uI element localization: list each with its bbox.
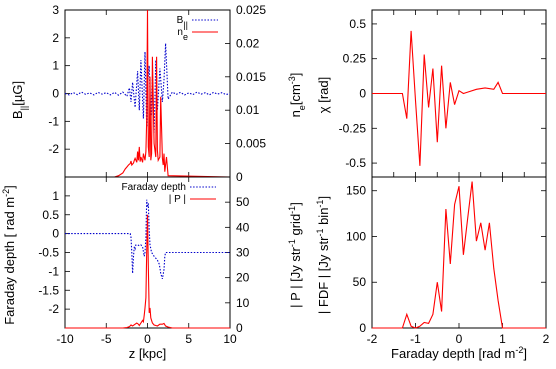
y-tick-label-right: 20 [236,271,250,285]
y-tick-label: 0 [359,321,366,335]
y-tick-label-left: 1 [52,59,59,73]
x-tick-label: 1 [499,332,506,346]
x-tick-label: 0 [456,332,463,346]
legend-label-ne-part-1: e [183,32,188,42]
y-tick-label: 0 [359,87,366,101]
legend-label-p: | P | [169,194,186,205]
y-axis-label: | FDF | [Jy str-1 bin-1] [315,196,331,314]
x-tick-label: 5 [185,332,192,346]
x-axis-label: z [kpc] [129,346,167,361]
series-polarized-intensity [65,214,230,329]
panel-top-right: -0.5 -0.25 0 0.25 0.5 χ [rad] [316,9,547,178]
y-axis-label-right-part-4: ] [288,73,303,77]
y-axis-label-left: Faraday depth [ rad m-2] [1,185,17,325]
y-tick-label-left: 0.5 [42,208,59,222]
x-axis-label-part-0: Faraday depth [rad m [391,346,515,361]
y-tick-label-left: -1 [48,114,59,128]
y-tick-label-right: 0.005 [236,137,266,151]
plot-frame [64,176,231,329]
y-tick-label: 50 [353,275,367,289]
legend-label-b-parallel: B|| [177,15,188,30]
y-axis-label-right-part-2: [cm [288,84,303,105]
panel-top-left: -2-1012300.0050.010.0150.020.025B||[µG]n… [10,3,307,184]
series-chi [372,30,546,166]
y-tick-label-left: -1 [48,264,59,278]
y-axis-label-right: ne[cm-3] [287,73,307,118]
y-axis-label-part-2: bin [316,208,331,229]
y-tick-label-right: 50 [236,195,250,209]
y-tick-label-left: 0 [52,227,59,241]
x-tick-label: 0 [144,332,151,346]
x-tick-label: -10 [56,332,74,346]
x-tick-label: -1 [410,332,421,346]
y-axis-label-part-3: -1 [315,200,325,208]
y-tick-label: 150 [346,184,366,198]
y-tick-label-left: 1 [52,189,59,203]
y-tick-label-right: 30 [236,246,250,260]
x-axis-label-part-1: -2 [515,345,523,355]
y-axis-label-right-part-1: -1 [287,239,297,247]
series-faraday-depth [65,199,230,280]
y-axis-label-left-part-0: B [10,110,25,119]
y-tick-label-left: -1.5 [38,283,59,297]
y-axis-label-left: B||[µG] [10,81,29,119]
y-tick-label-right: 0.015 [236,70,266,84]
legend-label-faraday-depth: Faraday depth [122,182,187,193]
y-tick-label-left: 2 [52,31,59,45]
y-axis-label-part-4: ] [316,196,331,200]
y-axis-label-left-part-1: || [19,106,29,111]
y-tick-label-right: 0.02 [236,36,260,50]
y-axis-label-right-part-1: e [297,105,307,110]
y-axis-label-part-1: -1 [315,229,325,237]
y-axis-label-left-part-1: -2 [1,189,11,197]
series-ne [65,9,231,178]
y-tick-label-right: 40 [236,220,250,234]
series-fdf [372,181,546,329]
y-axis-label-right-part-3: -3 [287,76,297,84]
y-axis-label-part-0: | FDF | [Jy str [316,236,331,314]
plot-frame [371,176,547,329]
y-tick-label: -0.25 [339,121,367,135]
y-tick-label: 100 [346,229,366,243]
x-tick-label: -2 [367,332,378,346]
y-tick-label-right: 0 [236,170,243,184]
x-tick-label: 2 [543,332,550,346]
y-tick-label-left: -2 [48,302,59,316]
y-axis-label-right-part-0: | P | [Jy str [288,246,303,307]
legend-label-b-parallel-part-1: || [183,20,188,30]
y-tick-label: 0.5 [349,17,366,31]
x-axis-label: Faraday depth [rad m-2] [391,345,527,361]
y-tick-label-right: 0.025 [236,3,266,17]
y-axis-label-right-part-4: ] [288,202,303,206]
y-tick-label: 0.25 [343,52,367,66]
x-tick-label: -5 [101,332,112,346]
y-tick-label-right: 0.01 [236,103,260,117]
y-axis-label-right: | P | [Jy str-1 grid-1] [287,202,303,308]
y-tick-label: -0.5 [345,156,366,170]
y-tick-label-right: 10 [236,296,250,310]
y-axis-label-left-part-2: ] [2,185,17,189]
y-tick-label-left: -2 [48,142,59,156]
y-tick-label-left: 3 [52,3,59,17]
y-axis-label-right-part-3: -1 [287,206,297,214]
y-axis-label-left-part-2: [µG] [10,81,25,106]
y-axis-label-right-part-0: n [288,110,303,117]
x-axis-label-part-2: ] [523,346,527,361]
y-axis-label: χ [rad] [316,77,331,113]
y-tick-label-left: -0.5 [38,246,59,260]
legend-label-ne-part-0: n [177,27,183,38]
y-axis-label-right-part-2: grid [288,214,303,239]
x-tick-label: 10 [223,332,237,346]
y-tick-label-right: 0 [236,321,243,335]
legend-label-b-parallel-part-0: B [177,15,184,26]
y-axis-label-left-part-0: Faraday depth [ rad m [2,197,17,325]
legend-label-ne: ne [177,27,188,42]
y-tick-label-left: 0 [52,87,59,101]
